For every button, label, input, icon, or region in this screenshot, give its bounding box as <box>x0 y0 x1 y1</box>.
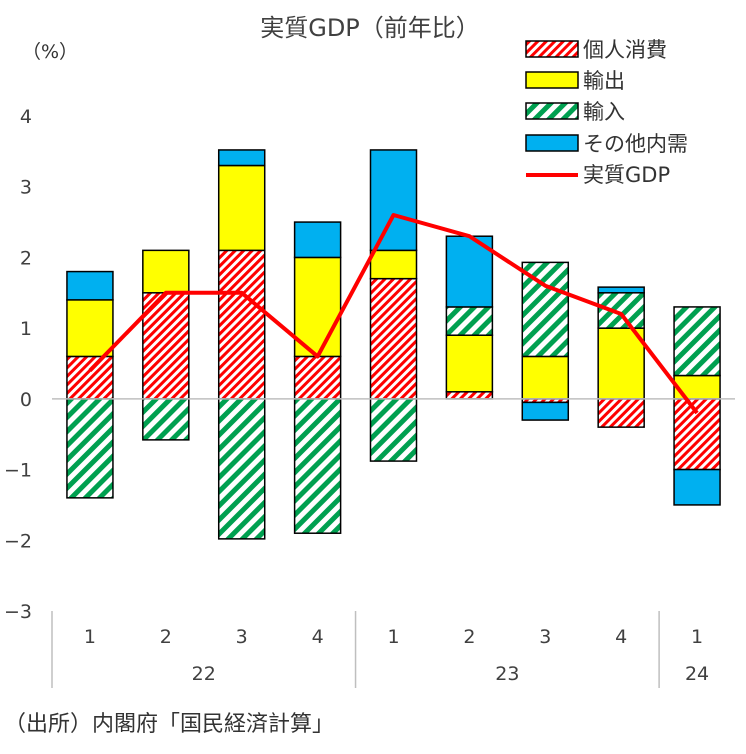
x-tick-label: 4 <box>312 626 324 648</box>
legend-label-imports: 輸入 <box>583 100 625 124</box>
bar-other <box>369 149 418 252</box>
chart-title: 実質GDP（前年比） <box>260 14 480 42</box>
x-tick-label: 2 <box>160 626 172 648</box>
legend-label-consumption: 個人消費 <box>583 38 667 62</box>
legend-swatch-other <box>525 134 579 152</box>
legend: 個人消費 輸出 輸入 その他内需 実質GDP <box>525 38 688 187</box>
bar-exports <box>369 249 418 280</box>
bar-exports <box>66 299 114 358</box>
bar-imports <box>217 398 266 540</box>
bar-consumption <box>66 355 114 400</box>
bar-exports <box>445 334 494 393</box>
x-tick-label: 3 <box>539 626 551 648</box>
bar-consumption <box>673 398 721 471</box>
y-tick-label: −2 <box>4 530 32 552</box>
bar-consumption <box>369 277 418 400</box>
bar-consumption <box>293 355 342 400</box>
gdp-line <box>88 213 699 415</box>
bar-imports <box>66 398 114 499</box>
bar-imports <box>597 292 645 329</box>
x-tick-label: 1 <box>387 626 399 648</box>
bar-imports <box>445 306 494 336</box>
bar-exports <box>521 355 570 400</box>
bar-imports <box>673 306 721 377</box>
x-tick-label: 4 <box>615 626 627 648</box>
bar-consumption <box>597 398 645 428</box>
legend-label-exports: 輸出 <box>583 69 625 93</box>
bar-imports <box>369 398 418 462</box>
y-tick-label: 1 <box>20 318 32 340</box>
bar-imports <box>142 398 190 441</box>
x-tick-label: 1 <box>691 626 703 648</box>
x-tick-label: 1 <box>84 626 96 648</box>
x-tick-label: 3 <box>236 626 248 648</box>
bar-consumption <box>217 249 266 400</box>
legend-label-gdp: 実質GDP <box>583 163 670 187</box>
bar-exports <box>597 327 645 400</box>
bar-exports <box>217 164 266 252</box>
bar-exports <box>142 249 190 294</box>
x-group-label: 24 <box>685 663 709 685</box>
y-tick-label: 3 <box>20 177 32 199</box>
bar-imports <box>293 398 342 534</box>
bar-other <box>597 286 645 294</box>
y-tick-label: −3 <box>4 601 32 623</box>
bar-exports <box>293 256 342 358</box>
legend-swatch-imports <box>525 102 579 120</box>
bar-other <box>66 270 114 301</box>
legend-label-other: その他内需 <box>583 132 688 156</box>
y-tick-label: −1 <box>4 460 32 482</box>
y-tick-label: 0 <box>20 389 32 411</box>
y-tick-label: 2 <box>20 247 32 269</box>
bar-other <box>673 468 721 506</box>
x-group-label: 23 <box>495 663 519 685</box>
bar-other <box>217 149 266 167</box>
bar-consumption <box>445 391 494 400</box>
legend-swatch-exports <box>525 71 579 89</box>
x-group-label: 22 <box>192 663 216 685</box>
bar-other <box>293 221 342 259</box>
unit-label: （%） <box>22 41 78 63</box>
legend-swatch-consumption <box>525 40 579 58</box>
bar-other <box>521 401 570 421</box>
source-note: （出所）内閣府「国民経済計算」 <box>4 712 335 737</box>
x-tick-label: 2 <box>463 626 475 648</box>
y-tick-label: 4 <box>20 106 32 128</box>
bar-exports <box>673 374 721 400</box>
